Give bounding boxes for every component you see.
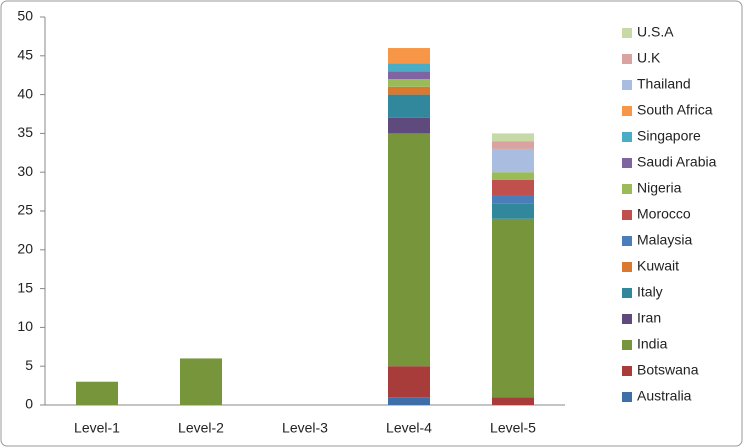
bar-segment xyxy=(388,79,430,87)
y-tick-label: 20 xyxy=(17,241,33,257)
y-tick-label: 35 xyxy=(17,124,33,140)
legend-label: U.S.A xyxy=(637,24,674,40)
bar-segment xyxy=(492,397,534,405)
legend-swatch xyxy=(622,54,632,64)
bar-segment xyxy=(388,86,430,95)
legend-label: Italy xyxy=(637,284,663,300)
legend-swatch xyxy=(622,210,632,220)
legend-swatch xyxy=(622,288,632,298)
y-tick-label: 45 xyxy=(17,47,33,63)
x-tick-label: Level-3 xyxy=(282,420,328,436)
x-tick-label: Level-2 xyxy=(178,420,224,436)
legend-label: Iran xyxy=(637,310,661,326)
bar-segment xyxy=(388,94,430,118)
legend-swatch xyxy=(622,158,632,168)
bar-segment xyxy=(388,48,430,64)
y-tick-label: 0 xyxy=(25,396,33,412)
bar-segment xyxy=(388,397,430,405)
legend-label: Kuwait xyxy=(637,258,679,274)
bar-segment xyxy=(388,71,430,80)
legend-label: India xyxy=(637,336,668,352)
bar-segment xyxy=(492,148,534,173)
bar-segment xyxy=(388,63,430,72)
legend-label: U.K xyxy=(637,50,661,66)
legend-label: Morocco xyxy=(637,206,691,222)
bar-segment xyxy=(492,218,534,398)
legend-swatch xyxy=(622,106,632,116)
legend-label: Malaysia xyxy=(637,232,692,248)
y-tick-label: 5 xyxy=(25,357,33,373)
bar-segment xyxy=(492,172,534,180)
bar-segment xyxy=(492,133,534,142)
x-tick-label: Level-5 xyxy=(490,420,536,436)
legend-label: Botswana xyxy=(637,362,699,378)
legend-swatch xyxy=(622,262,632,272)
bar-segment xyxy=(492,203,534,219)
x-tick-label: Level-4 xyxy=(386,420,432,436)
legend-label: Australia xyxy=(637,388,692,404)
legend-swatch xyxy=(622,340,632,350)
bar-segment xyxy=(492,179,534,196)
y-tick-label: 30 xyxy=(17,163,33,179)
bar-segment xyxy=(492,195,534,204)
bar-segment xyxy=(388,133,430,367)
legend-swatch xyxy=(622,132,632,142)
legend-label: Singapore xyxy=(637,128,701,144)
legend-swatch xyxy=(622,184,632,194)
bar-segment xyxy=(388,117,430,134)
bar-segment xyxy=(180,358,222,405)
legend-swatch xyxy=(622,236,632,246)
y-tick-label: 40 xyxy=(17,85,33,101)
legend-swatch xyxy=(622,314,632,324)
y-tick-label: 15 xyxy=(17,279,33,295)
bar-segment xyxy=(388,366,430,398)
bar-segment xyxy=(492,141,534,149)
legend-swatch xyxy=(622,392,632,402)
legend-label: Nigeria xyxy=(637,180,682,196)
x-tick-label: Level-1 xyxy=(74,420,120,436)
legend-label: Saudi Arabia xyxy=(637,154,717,170)
bar-segment xyxy=(76,381,118,405)
legend-swatch xyxy=(622,80,632,90)
legend-swatch xyxy=(622,366,632,376)
legend-label: South Africa xyxy=(637,102,713,118)
legend-label: Thailand xyxy=(637,76,691,92)
y-tick-label: 50 xyxy=(17,8,33,24)
legend-swatch xyxy=(622,28,632,38)
y-tick-label: 25 xyxy=(17,202,33,218)
y-tick-label: 10 xyxy=(17,318,33,334)
